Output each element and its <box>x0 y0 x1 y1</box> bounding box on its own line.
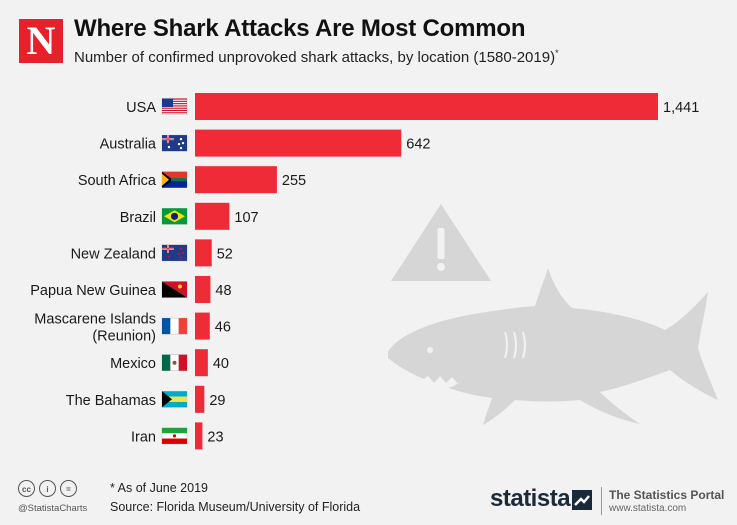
bar-usa[interactable] <box>195 93 658 120</box>
shark-illustration <box>388 268 718 425</box>
category-label-australia: Australia <box>100 137 157 153</box>
category-label-iran: Iran <box>131 429 156 445</box>
bar-row-papua-new-guinea: 48 Papua New Guinea <box>30 276 232 303</box>
chart-title: Where Shark Attacks Are Most Common <box>74 15 526 42</box>
bar-the-bahamas[interactable] <box>195 385 205 413</box>
usa-flag-icon <box>161 98 188 115</box>
no-derivatives-icon: = <box>60 480 77 497</box>
bar-mascarene-islands-reunion[interactable] <box>195 312 210 340</box>
category-label-mascarene-islands-reunion: Mascarene Islands (Reunion) <box>34 312 156 345</box>
category-label-usa: USA <box>126 100 156 116</box>
bar-row-the-bahamas: 29 The Bahamas <box>66 385 225 413</box>
bar-new-zealand[interactable] <box>195 239 212 267</box>
bar-south-africa[interactable] <box>195 166 277 194</box>
cc-icon: cc <box>18 480 35 497</box>
attribution-icon: i <box>39 480 56 497</box>
statista-brand[interactable]: statista <box>490 485 571 512</box>
portal-url[interactable]: www.statista.com <box>609 503 687 514</box>
value-label-mexico: 40 <box>213 356 229 372</box>
australia-flag-icon <box>161 134 188 152</box>
license-icons: cc i = <box>18 480 77 497</box>
category-label-new-zealand: New Zealand <box>71 246 156 262</box>
subtitle-footnote-mark: * <box>555 48 559 58</box>
bar-row-australia: 642 Australia <box>100 129 430 157</box>
chart-subtitle: Number of confirmed unprovoked shark att… <box>74 48 559 66</box>
iran-flag-icon <box>161 427 188 445</box>
category-label-mexico: Mexico <box>110 356 156 372</box>
value-label-mascarene-islands-reunion: 46 <box>215 320 231 336</box>
value-label-usa: 1,441 <box>663 100 699 116</box>
background-illustration <box>388 204 718 425</box>
south-africa-flag-icon <box>161 171 188 188</box>
bar-mexico[interactable] <box>195 349 208 377</box>
value-label-australia: 642 <box>406 137 430 153</box>
new-zealand-flag-icon <box>161 244 188 262</box>
statista-handle: @StatistaCharts <box>18 503 88 514</box>
bar-row-mexico: 40 Mexico <box>110 349 229 377</box>
bar-row-mascarene-islands-reunion: 46 Mascarene Islands (Reunion) <box>34 312 231 345</box>
newsweek-logo: N <box>19 19 63 63</box>
value-label-brazil: 107 <box>234 210 258 226</box>
value-label-south-africa: 255 <box>282 173 306 189</box>
category-label-brazil: Brazil <box>120 210 156 226</box>
value-label-iran: 23 <box>207 429 223 445</box>
bar-row-usa: 1,441 USA <box>126 93 699 120</box>
category-label-papua-new-guinea: Papua New Guinea <box>30 283 157 299</box>
bar-brazil[interactable] <box>195 202 230 230</box>
bar-row-new-zealand: 52 New Zealand <box>71 239 233 267</box>
portal-title: The Statistics Portal <box>609 488 725 502</box>
footnote: * As of June 2019 <box>110 481 208 495</box>
value-label-new-zealand: 52 <box>217 246 233 262</box>
value-label-papua-new-guinea: 48 <box>215 283 231 299</box>
the-bahamas-flag-icon <box>161 391 188 408</box>
statista-logo-icon <box>572 490 592 510</box>
bar-australia[interactable] <box>195 129 402 157</box>
footer-divider <box>601 487 602 515</box>
bar-row-brazil: 107 Brazil <box>120 202 259 230</box>
category-label-the-bahamas: The Bahamas <box>66 393 156 409</box>
papua-new-guinea-flag-icon <box>161 281 188 298</box>
mexico-flag-icon <box>161 354 188 371</box>
bar-row-south-africa: 255 South Africa <box>78 166 306 194</box>
bar-iran[interactable] <box>195 422 203 450</box>
france-flag-icon <box>161 317 188 335</box>
bar-row-iran: 23 Iran <box>131 422 224 450</box>
subtitle-text: Number of confirmed unprovoked shark att… <box>74 49 556 66</box>
source-note: Source: Florida Museum/University of Flo… <box>110 500 361 514</box>
warning-triangle-icon <box>391 204 491 281</box>
bar-papua-new-guinea[interactable] <box>195 276 211 303</box>
brazil-flag-icon <box>161 208 188 225</box>
category-label-south-africa: South Africa <box>78 173 157 189</box>
value-label-the-bahamas: 29 <box>209 393 225 409</box>
